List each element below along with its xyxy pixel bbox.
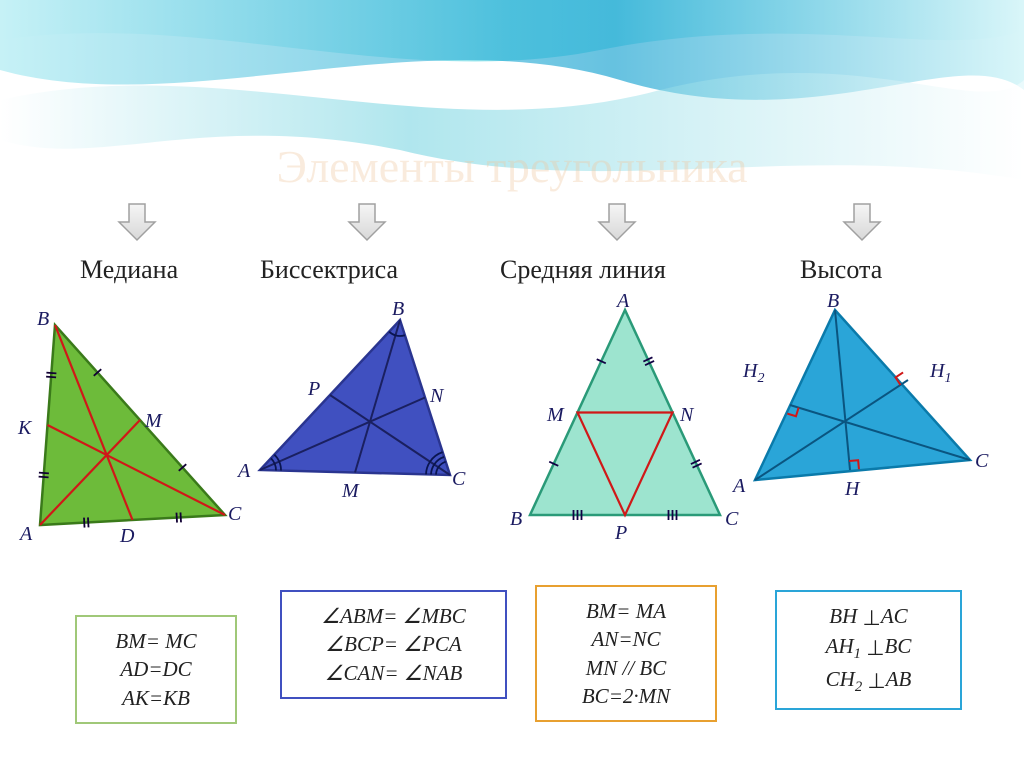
- vertex-label: N: [680, 404, 693, 427]
- median-label: Медиана: [80, 255, 178, 285]
- page-title: Элементы треугольника: [0, 140, 1024, 193]
- vertex-label: B: [37, 308, 49, 331]
- vertex-label: H: [845, 478, 859, 501]
- down-arrow-icon: [595, 200, 639, 244]
- vertex-label: M: [145, 410, 162, 433]
- vertex-label: B: [510, 508, 522, 531]
- vertex-label: C: [452, 468, 465, 491]
- median-diagram: ABCDMK: [0, 300, 250, 550]
- vertex-label: H1: [930, 360, 951, 387]
- labels-row: Медиана Биссектриса Средняя линия Высота: [0, 255, 1024, 295]
- formula-row: BM= MCAD=DCAK=KB ∠ABM= ∠MBC∠BCP= ∠PCA∠CAN…: [0, 585, 1024, 745]
- height-label: Высота: [800, 255, 882, 285]
- vertex-label: A: [238, 460, 250, 483]
- median-formula-box: BM= MCAD=DCAK=KB: [75, 615, 237, 724]
- vertex-label: B: [827, 290, 839, 313]
- diagrams-row: ABCDMKABCMNPABCMNPABCHH1H2: [0, 300, 1024, 560]
- vertex-label: A: [617, 290, 629, 313]
- vertex-label: A: [733, 475, 745, 498]
- height-diagram: ABCHH1H2: [735, 300, 985, 550]
- vertex-label: P: [308, 378, 320, 401]
- down-arrow-icon: [115, 200, 159, 244]
- vertex-label: K: [18, 417, 31, 440]
- vertex-label: M: [342, 480, 359, 503]
- vertex-label: M: [547, 404, 564, 427]
- bisector-diagram: A B C M N P: [240, 300, 490, 550]
- vertex-label: N: [430, 385, 443, 408]
- height-formula-box: BH ⊥ACAH1 ⊥BCCH2 ⊥AB: [775, 590, 962, 710]
- vertex-label: H2: [743, 360, 764, 387]
- arrows-row: [0, 200, 1024, 250]
- vertex-label: C: [975, 450, 988, 473]
- vertex-label: B: [392, 298, 404, 321]
- vertex-label: P: [615, 522, 627, 545]
- bisector-formula-box: ∠ABM= ∠MBC∠BCP= ∠PCA∠CAN= ∠NAB: [280, 590, 507, 699]
- vertex-label: A: [20, 523, 32, 546]
- midline-formula-box: BM= MAAN=NCMN // BCBC=2·MN: [535, 585, 717, 722]
- vertex-label: D: [120, 525, 134, 548]
- down-arrow-icon: [840, 200, 884, 244]
- down-arrow-icon: [345, 200, 389, 244]
- midline-diagram: ABCMNP: [495, 300, 745, 550]
- midline-label: Средняя линия: [500, 255, 666, 285]
- bisector-label: Биссектриса: [260, 255, 398, 285]
